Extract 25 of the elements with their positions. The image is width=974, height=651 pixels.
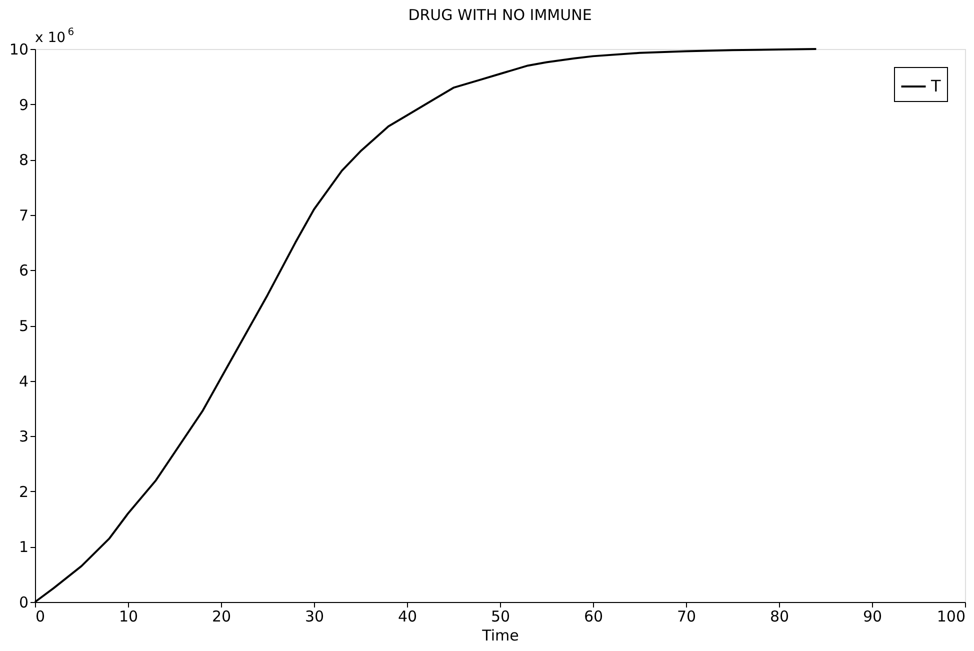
y-tick-label: 8	[18, 151, 28, 170]
x-tick-label: 60	[584, 608, 604, 626]
x-tick-label: 40	[398, 608, 418, 626]
y-tick-label: 2	[18, 482, 28, 501]
x-tick-label: 80	[770, 608, 790, 626]
x-tick-label: 70	[676, 608, 696, 626]
y-tick-label: 5	[18, 317, 28, 335]
y-tick-label: 9	[18, 96, 28, 114]
chart-title: DRUG WITH NO IMMUNE	[408, 6, 592, 24]
x-tick-label: 30	[304, 608, 324, 626]
x-tick-label: 50	[490, 608, 510, 626]
y-tick-label: 7	[18, 206, 28, 224]
y-tick-label: 4	[18, 372, 28, 390]
y-tick-label: 0	[18, 594, 28, 612]
x-tick-label: 10	[118, 608, 138, 626]
y-tick-label: 10	[9, 40, 28, 58]
x-tick-label: 90	[862, 608, 882, 626]
legend-label: T	[930, 76, 941, 96]
y-tick-label: 6	[18, 262, 28, 280]
x-axis-title: Time	[481, 626, 519, 644]
y-tick-label: 1	[18, 538, 28, 556]
x-tick-label: 0	[36, 608, 46, 626]
x-tick-label: 100	[936, 608, 966, 626]
x-tick-label: 20	[212, 608, 232, 626]
y-tick-label: 3	[18, 428, 28, 446]
